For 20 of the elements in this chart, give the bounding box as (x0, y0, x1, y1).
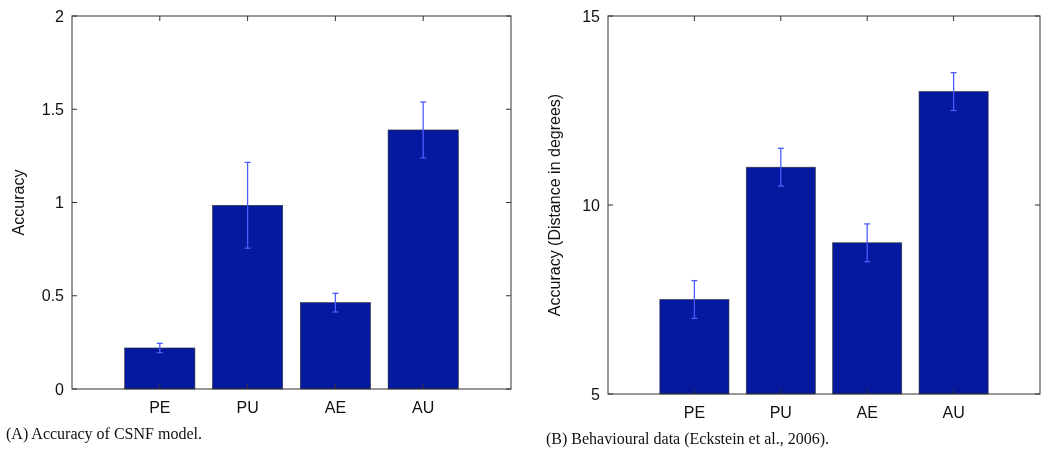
x-tick-label: PE (149, 399, 171, 416)
y-axis-title: Accuracy (Distance in degrees) (546, 93, 563, 317)
y-tick-label: 2 (55, 7, 65, 25)
x-tick-label: AU (412, 399, 435, 416)
y-tick-label: 10 (582, 196, 601, 214)
x-tick-label: AU (942, 404, 965, 421)
text: (B) Behavioural data (Eckstein et al., 2006). (546, 430, 830, 448)
x-tick-label: PE (683, 404, 706, 421)
x-tick-label: AE (324, 399, 347, 416)
x-tick-label: AE (856, 404, 878, 421)
text: (A) Accuracy of CSNF model. (6, 425, 202, 443)
y-tick-label: 1 (55, 194, 65, 212)
y-tick-label: 0 (55, 380, 65, 398)
y-tick-label: 15 (582, 7, 601, 25)
x-tick-label: PU (236, 399, 259, 416)
y-tick-label: 0.5 (41, 287, 65, 305)
x-tick-label: PU (769, 404, 792, 421)
y-tick-label: 1.5 (41, 100, 65, 118)
y-tick-label: 5 (591, 385, 601, 403)
y-axis-title: Accuracy (10, 169, 27, 236)
